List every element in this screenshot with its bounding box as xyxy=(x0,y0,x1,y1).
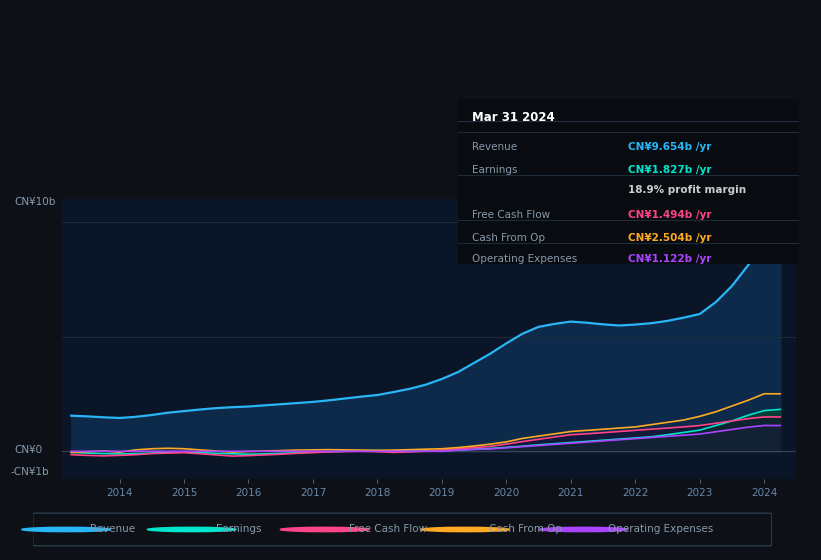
Text: Mar 31 2024: Mar 31 2024 xyxy=(472,111,554,124)
Circle shape xyxy=(539,528,628,531)
Text: CN¥2.504b /yr: CN¥2.504b /yr xyxy=(629,233,712,243)
Text: Operating Expenses: Operating Expenses xyxy=(608,525,713,534)
Text: Operating Expenses: Operating Expenses xyxy=(472,254,577,264)
Text: Free Cash Flow: Free Cash Flow xyxy=(472,210,550,220)
Text: Revenue: Revenue xyxy=(90,525,135,534)
Text: CN¥1.122b /yr: CN¥1.122b /yr xyxy=(629,254,712,264)
Text: Cash From Op: Cash From Op xyxy=(489,525,562,534)
Circle shape xyxy=(281,528,369,531)
Circle shape xyxy=(148,528,236,531)
Text: 18.9% profit margin: 18.9% profit margin xyxy=(629,185,746,195)
Circle shape xyxy=(22,528,110,531)
Text: CN¥1.494b /yr: CN¥1.494b /yr xyxy=(629,210,712,220)
Circle shape xyxy=(420,528,509,531)
Text: Earnings: Earnings xyxy=(472,165,517,175)
Text: Revenue: Revenue xyxy=(472,142,517,152)
Text: CN¥9.654b /yr: CN¥9.654b /yr xyxy=(629,142,712,152)
Text: CN¥0: CN¥0 xyxy=(15,445,43,455)
Text: -CN¥1b: -CN¥1b xyxy=(11,466,49,477)
Text: Free Cash Flow: Free Cash Flow xyxy=(349,525,427,534)
Text: Earnings: Earnings xyxy=(216,525,262,534)
Text: CN¥1.827b /yr: CN¥1.827b /yr xyxy=(629,165,712,175)
Text: Cash From Op: Cash From Op xyxy=(472,233,545,243)
Text: CN¥10b: CN¥10b xyxy=(15,197,56,207)
